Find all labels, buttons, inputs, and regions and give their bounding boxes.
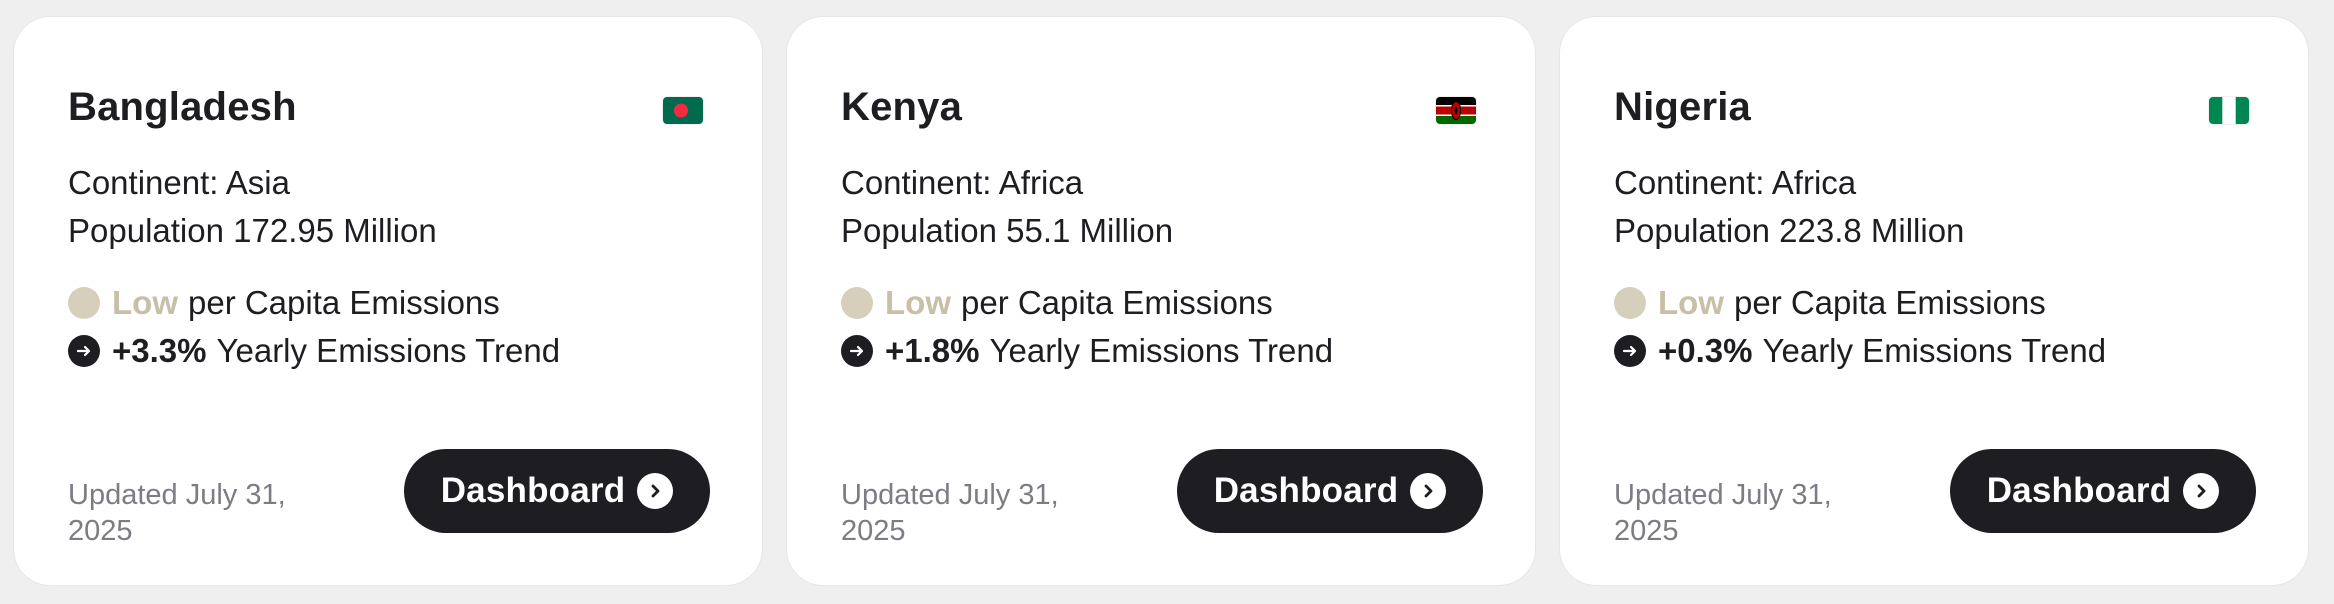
trend-label: Yearly Emissions Trend bbox=[1762, 332, 2107, 369]
emissions-level-label: Low bbox=[1658, 284, 1724, 321]
updated-date: Updated July 31, 2025 bbox=[1614, 479, 1832, 547]
low-level-dot-icon bbox=[1614, 287, 1646, 319]
emissions-trend-row: +1.8% Yearly Emissions Trend bbox=[841, 331, 1333, 371]
country-card-kenya: Kenya Continent: Africa Population 55.1 … bbox=[787, 17, 1535, 585]
continent-text: Continent: Africa bbox=[1614, 164, 1857, 201]
low-level-dot-icon bbox=[68, 287, 100, 319]
dashboard-button-label: Dashboard bbox=[1213, 471, 1399, 510]
updated-date: Updated July 31, 2025 bbox=[841, 479, 1059, 547]
kenya-flag-icon bbox=[1436, 97, 1476, 124]
population-text: Population 223.8 Million bbox=[1614, 212, 1965, 249]
emissions-level-label: Low bbox=[112, 284, 178, 321]
chevron-right-circle-icon bbox=[1410, 473, 1447, 509]
arrow-right-circle-icon bbox=[841, 335, 873, 367]
country-name: Nigeria bbox=[1614, 85, 1752, 129]
emissions-label: per Capita Emissions bbox=[187, 284, 500, 321]
emissions-trend-row: +3.3% Yearly Emissions Trend bbox=[68, 331, 560, 371]
emissions-level-label: Low bbox=[885, 284, 951, 321]
dashboard-button[interactable]: Dashboard bbox=[1177, 449, 1483, 533]
trend-value: +0.3% bbox=[1658, 332, 1753, 369]
country-card-bangladesh: Bangladesh Continent: Asia Population 17… bbox=[14, 17, 762, 585]
chevron-right-circle-icon bbox=[2183, 473, 2220, 509]
emissions-trend-row: +0.3% Yearly Emissions Trend bbox=[1614, 331, 2106, 371]
dashboard-button[interactable]: Dashboard bbox=[1950, 449, 2256, 533]
population-text: Population 55.1 Million bbox=[841, 212, 1174, 249]
country-name: Bangladesh bbox=[68, 85, 297, 129]
arrow-right-circle-icon bbox=[1614, 335, 1646, 367]
updated-date: Updated July 31, 2025 bbox=[68, 479, 286, 547]
trend-label: Yearly Emissions Trend bbox=[216, 332, 561, 369]
trend-value: +1.8% bbox=[885, 332, 980, 369]
trend-value: +3.3% bbox=[112, 332, 207, 369]
emissions-level-row: Low per Capita Emissions bbox=[1614, 283, 2046, 323]
country-card-nigeria: Nigeria Continent: Africa Population 223… bbox=[1560, 17, 2308, 585]
emissions-level-row: Low per Capita Emissions bbox=[68, 283, 500, 323]
country-name: Kenya bbox=[841, 85, 963, 129]
dashboard-button-label: Dashboard bbox=[1986, 471, 2172, 510]
emissions-level-row: Low per Capita Emissions bbox=[841, 283, 1273, 323]
low-level-dot-icon bbox=[841, 287, 873, 319]
trend-label: Yearly Emissions Trend bbox=[989, 332, 1334, 369]
dashboard-button-label: Dashboard bbox=[440, 471, 626, 510]
chevron-right-circle-icon bbox=[637, 473, 674, 509]
bangladesh-flag-icon bbox=[663, 97, 703, 124]
emissions-label: per Capita Emissions bbox=[960, 284, 1273, 321]
emissions-label: per Capita Emissions bbox=[1733, 284, 2046, 321]
continent-text: Continent: Africa bbox=[841, 164, 1084, 201]
continent-text: Continent: Asia bbox=[68, 164, 290, 201]
nigeria-flag-icon bbox=[2209, 97, 2249, 124]
dashboard-button[interactable]: Dashboard bbox=[404, 449, 710, 533]
population-text: Population 172.95 Million bbox=[68, 212, 437, 249]
arrow-right-circle-icon bbox=[68, 335, 100, 367]
